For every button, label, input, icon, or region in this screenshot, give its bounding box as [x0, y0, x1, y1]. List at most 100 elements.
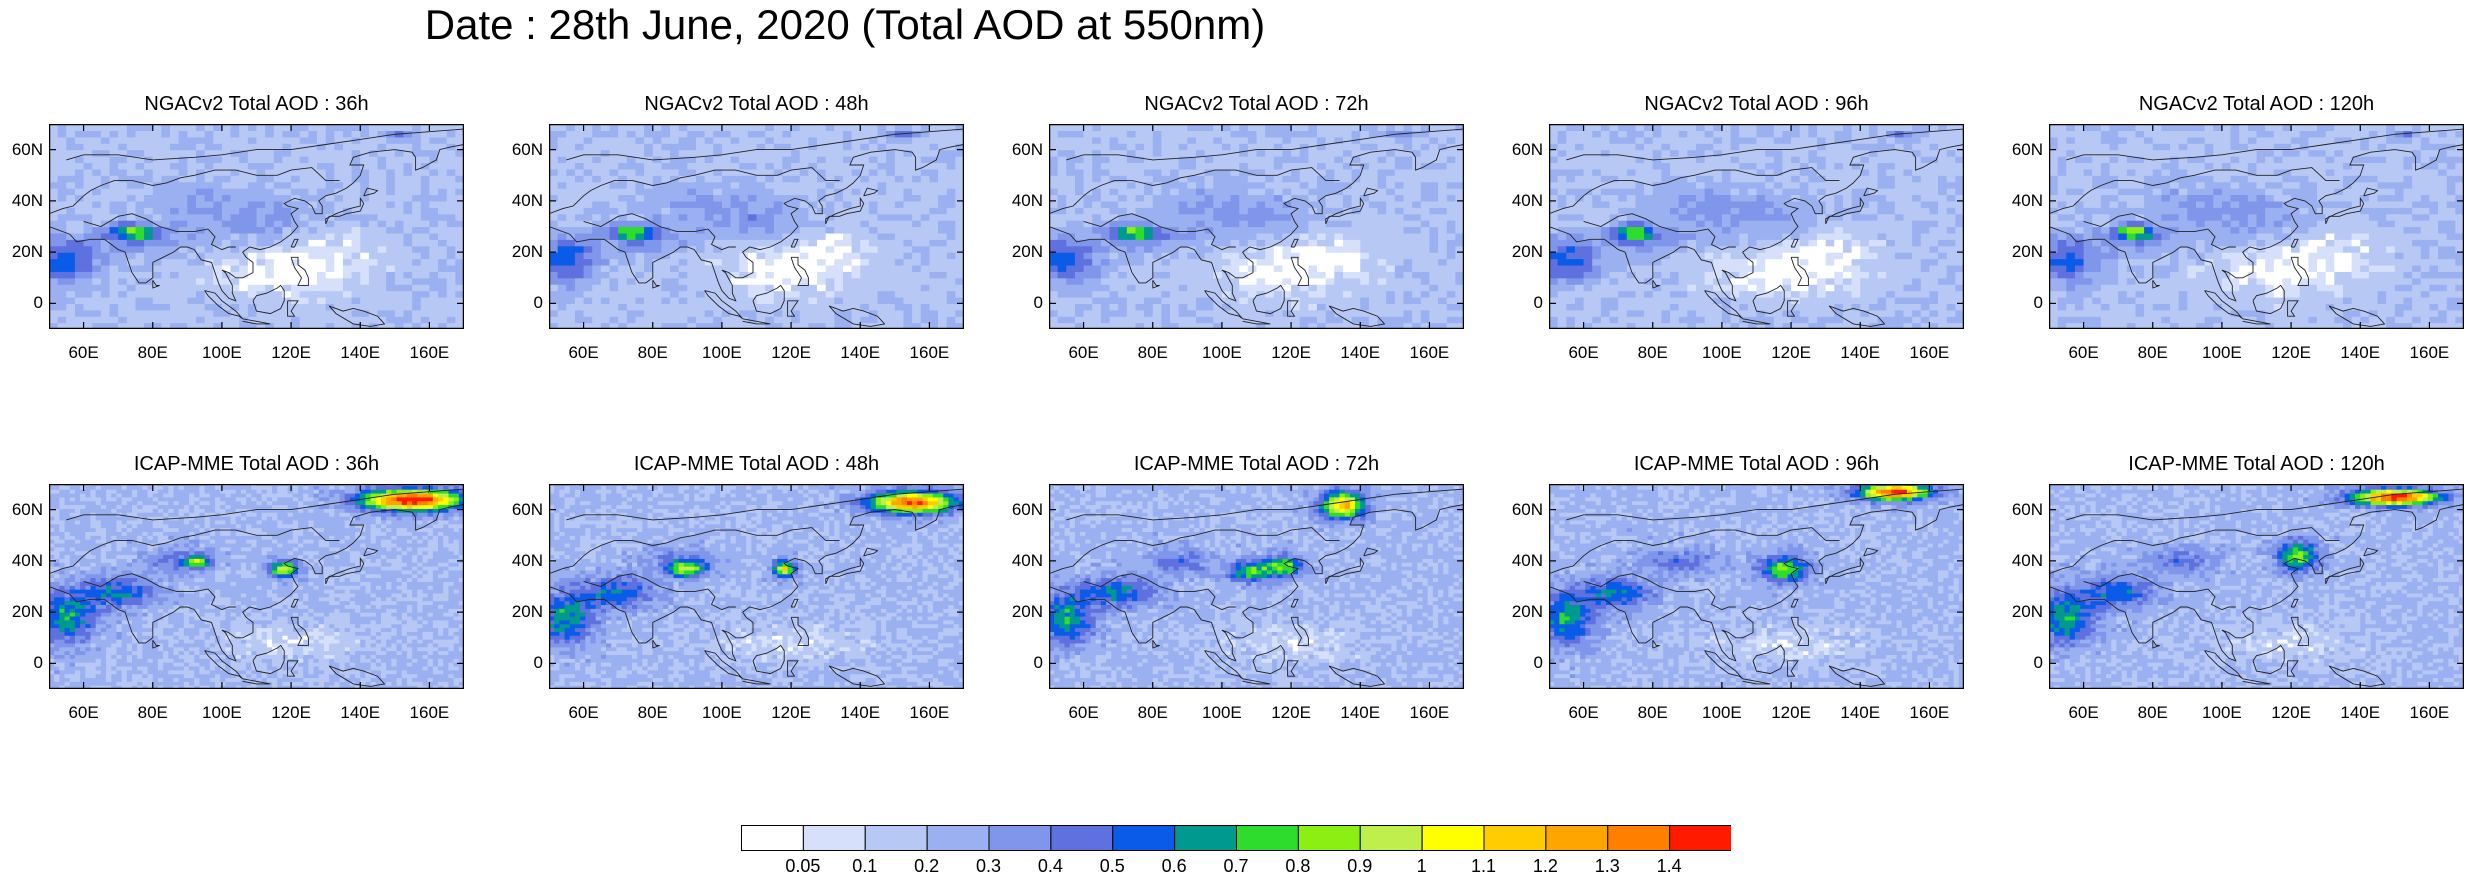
x-tick-label: 140E	[1830, 343, 1890, 363]
y-tick-label: 60N	[2003, 140, 2043, 160]
colorbar-swatch	[927, 826, 989, 851]
y-tick-label: 0	[1003, 293, 1043, 313]
x-tick-label: 140E	[830, 343, 890, 363]
y-tick-label: 40N	[2003, 191, 2043, 211]
panel-title: NGACv2 Total AOD : 48h	[549, 92, 964, 116]
y-tick-label: 20N	[2003, 242, 2043, 262]
y-tick-label: 20N	[3, 242, 43, 262]
y-tick-label: 60N	[3, 140, 43, 160]
colorbar-swatch	[803, 826, 865, 851]
colorbar-swatch	[1360, 826, 1422, 851]
x-tick-label: 120E	[2261, 703, 2321, 723]
x-tick-label: 120E	[2261, 343, 2321, 363]
y-tick-label: 0	[3, 653, 43, 673]
x-tick-label: 60E	[554, 703, 614, 723]
colorbar-swatch	[1484, 826, 1546, 851]
x-tick-label: 100E	[2192, 343, 2252, 363]
x-tick-label: 80E	[2123, 703, 2183, 723]
y-tick-label: 20N	[3, 602, 43, 622]
x-tick-label: 120E	[1261, 343, 1321, 363]
panel-title: NGACv2 Total AOD : 36h	[49, 92, 464, 116]
x-tick-label: 160E	[2399, 703, 2459, 723]
aod-map	[49, 484, 464, 689]
x-tick-label: 100E	[192, 343, 252, 363]
aod-map	[1549, 124, 1964, 329]
x-tick-label: 120E	[261, 703, 321, 723]
x-tick-label: 80E	[123, 343, 183, 363]
panel-title: ICAP-MME Total AOD : 120h	[2049, 452, 2464, 476]
x-tick-label: 140E	[1330, 703, 1390, 723]
aod-map	[1049, 124, 1464, 329]
x-tick-label: 80E	[2123, 343, 2183, 363]
panel-title: NGACv2 Total AOD : 120h	[2049, 92, 2464, 116]
colorbar-swatch	[742, 826, 804, 851]
colorbar-swatch	[1670, 826, 1731, 851]
y-tick-label: 60N	[3, 500, 43, 520]
x-tick-label: 160E	[1899, 343, 1959, 363]
y-tick-label: 0	[503, 293, 543, 313]
main-title: Date : 28th June, 2020 (Total AOD at 550…	[0, 0, 1690, 50]
x-tick-label: 60E	[2054, 343, 2114, 363]
x-tick-label: 80E	[1623, 703, 1683, 723]
x-tick-label: 60E	[1054, 703, 1114, 723]
aod-map	[2049, 124, 2464, 329]
x-tick-label: 160E	[1399, 703, 1459, 723]
y-tick-label: 40N	[3, 551, 43, 571]
colorbar-swatch	[1237, 826, 1299, 851]
y-tick-label: 20N	[1503, 242, 1543, 262]
colorbar-swatch	[1422, 826, 1484, 851]
y-tick-label: 20N	[1003, 602, 1043, 622]
colorbar-swatches	[741, 825, 1731, 851]
x-tick-label: 140E	[2330, 343, 2390, 363]
panel-title: NGACv2 Total AOD : 96h	[1549, 92, 1964, 116]
x-tick-label: 80E	[1123, 343, 1183, 363]
x-tick-label: 60E	[1054, 343, 1114, 363]
y-tick-label: 0	[503, 653, 543, 673]
y-tick-label: 60N	[2003, 500, 2043, 520]
x-tick-label: 60E	[54, 703, 114, 723]
x-tick-label: 120E	[761, 703, 821, 723]
x-tick-label: 80E	[623, 703, 683, 723]
y-tick-label: 0	[2003, 653, 2043, 673]
aod-map	[1049, 484, 1464, 689]
x-tick-label: 160E	[899, 703, 959, 723]
panel-title: ICAP-MME Total AOD : 36h	[49, 452, 464, 476]
y-tick-label: 20N	[1503, 602, 1543, 622]
x-tick-label: 140E	[2330, 703, 2390, 723]
x-tick-label: 100E	[1192, 343, 1252, 363]
x-tick-label: 100E	[692, 343, 752, 363]
y-tick-label: 40N	[1003, 551, 1043, 571]
y-tick-label: 60N	[1003, 500, 1043, 520]
x-tick-label: 100E	[2192, 703, 2252, 723]
y-tick-label: 60N	[503, 500, 543, 520]
x-tick-label: 100E	[192, 703, 252, 723]
x-tick-label: 160E	[1399, 343, 1459, 363]
x-tick-label: 120E	[1761, 343, 1821, 363]
y-tick-label: 60N	[1003, 140, 1043, 160]
colorbar-swatch	[1051, 826, 1113, 851]
y-tick-label: 20N	[2003, 602, 2043, 622]
x-tick-label: 120E	[261, 343, 321, 363]
aod-map	[549, 124, 964, 329]
colorbar-swatch	[1298, 826, 1360, 851]
x-tick-label: 80E	[1123, 703, 1183, 723]
colorbar-swatch	[865, 826, 927, 851]
y-tick-label: 40N	[2003, 551, 2043, 571]
x-tick-label: 160E	[2399, 343, 2459, 363]
x-tick-label: 140E	[330, 343, 390, 363]
y-tick-label: 60N	[1503, 140, 1543, 160]
panel-title: ICAP-MME Total AOD : 72h	[1049, 452, 1464, 476]
y-tick-label: 40N	[503, 551, 543, 571]
panel-title: ICAP-MME Total AOD : 96h	[1549, 452, 1964, 476]
y-tick-label: 40N	[1503, 551, 1543, 571]
x-tick-label: 60E	[1554, 703, 1614, 723]
